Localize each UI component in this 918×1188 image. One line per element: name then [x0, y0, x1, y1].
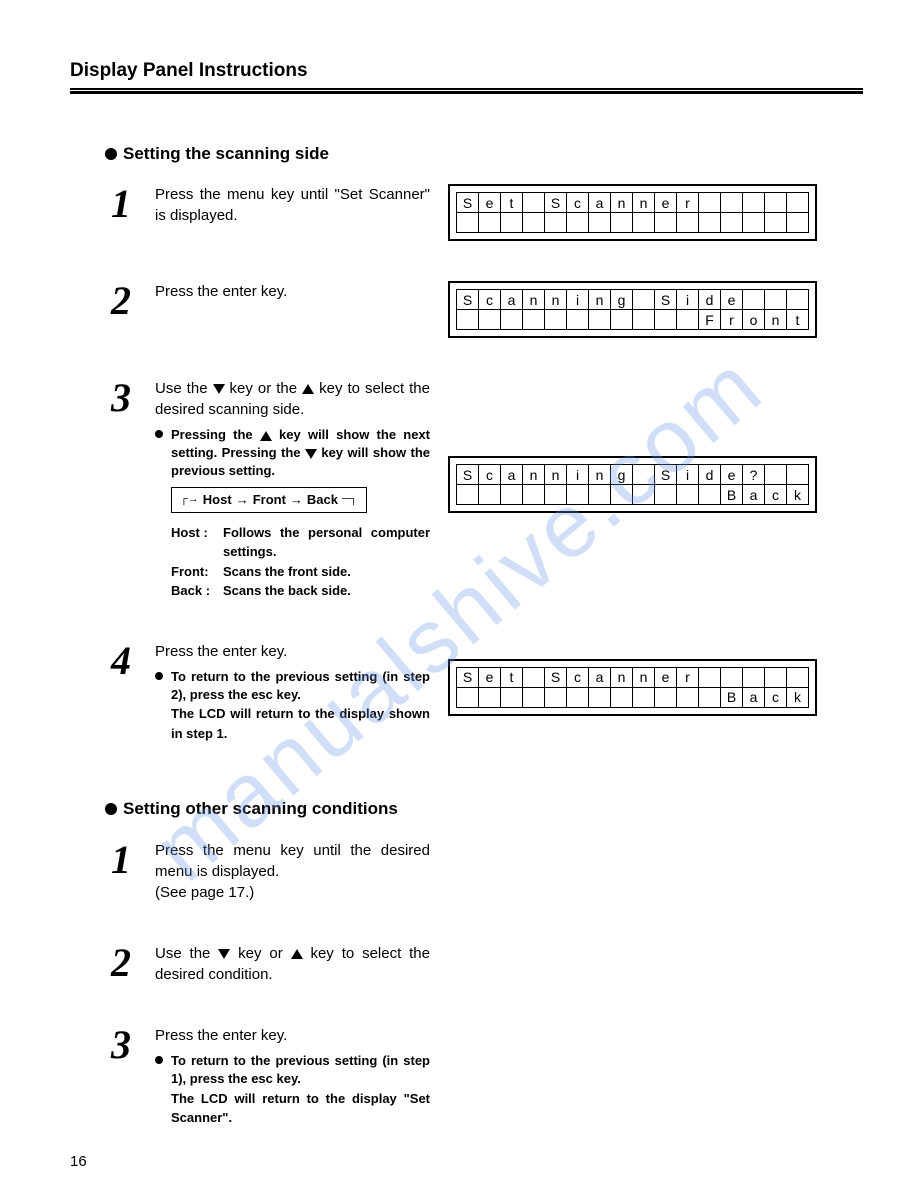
triangle-up-icon: [302, 384, 314, 394]
lcd-display: SetScannerBack: [448, 659, 817, 716]
def-term: Back :: [171, 581, 223, 601]
step-a4: 4 Press the enter key. To return to the …: [105, 641, 863, 743]
step-b3: 3 Press the enter key. To return to the …: [105, 1025, 863, 1127]
text-fragment: Use the: [155, 945, 218, 962]
text-fragment: Press the enter key.: [155, 643, 287, 660]
triangle-up-icon: [260, 431, 272, 441]
lcd-display: ScanningSideFront: [448, 281, 817, 338]
text-fragment: Press the menu key until the desired men…: [155, 842, 430, 880]
arrow-icon: ┌→: [180, 494, 199, 505]
lcd-display: SetScanner: [448, 184, 817, 241]
page-number: 16: [70, 1153, 87, 1170]
step-text: Press the enter key. To return to the pr…: [155, 1025, 430, 1127]
step-b2: 2 Use the key or key to select the desir…: [105, 943, 863, 985]
step-b1: 1 Press the menu key until the desired m…: [105, 840, 863, 903]
step-text: Use the key or the key to select the des…: [155, 378, 430, 601]
text-fragment: key or the: [225, 380, 303, 397]
cycle-item: Back: [307, 491, 338, 509]
cycle-item: Host: [203, 491, 232, 509]
step-text: Press the enter key. To return to the pr…: [155, 641, 430, 743]
page-header-title: Display Panel Instructions: [70, 60, 863, 88]
text-fragment: Use the: [155, 380, 213, 397]
bullet-icon: [155, 430, 163, 438]
step-a2: 2 Press the enter key. ScanningSideFront: [105, 281, 863, 338]
step-text: Press the menu key until the desired men…: [155, 840, 430, 903]
triangle-up-icon: [291, 949, 303, 959]
step-sub-bullet: To return to the previous setting (in st…: [155, 668, 430, 704]
text-fragment: (See page 17.): [155, 884, 254, 901]
triangle-down-icon: [218, 949, 230, 959]
bullet-text: To return to the previous setting (in st…: [171, 1052, 430, 1088]
section-b-heading: Setting other scanning conditions: [105, 798, 405, 820]
step-note: The LCD will return to the display shown…: [171, 704, 430, 743]
step-a3: 3 Use the key or the key to select the d…: [105, 378, 863, 601]
step-number: 1: [105, 184, 137, 224]
step-sub-bullet: Pressing the key will show the next sett…: [155, 426, 430, 481]
bullet-text: To return to the previous setting (in st…: [171, 668, 430, 704]
step-number: 4: [105, 641, 137, 681]
definitions: Host :Follows the personal computer sett…: [171, 523, 430, 601]
step-sub-bullet: To return to the previous setting (in st…: [155, 1052, 430, 1088]
bullet-icon: [105, 803, 117, 815]
step-a1: 1 Press the menu key until "Set Scanner"…: [105, 184, 863, 241]
def-term: Host :: [171, 523, 223, 562]
arrow-icon: ─┐: [342, 494, 358, 505]
step-number: 2: [105, 281, 137, 321]
triangle-down-icon: [305, 449, 317, 459]
bullet-icon: [155, 1056, 163, 1064]
def-desc: Follows the personal computer settings.: [223, 523, 430, 562]
def-term: Front:: [171, 562, 223, 582]
step-number: 3: [105, 378, 137, 418]
def-desc: Scans the front side.: [223, 562, 351, 582]
step-number: 1: [105, 840, 137, 880]
bullet-icon: [155, 672, 163, 680]
step-text: Use the key or key to select the desired…: [155, 943, 430, 985]
step-number: 3: [105, 1025, 137, 1065]
step-text: Press the enter key.: [155, 281, 430, 302]
section-a-heading: Setting the scanning side: [105, 144, 863, 164]
def-desc: Scans the back side.: [223, 581, 351, 601]
bullet-icon: [105, 148, 117, 160]
header-rule: [70, 88, 863, 94]
text-fragment: Press the enter key.: [155, 1027, 287, 1044]
step-number: 2: [105, 943, 137, 983]
step-note: The LCD will return to the display "Set …: [171, 1089, 430, 1128]
cycle-box: ┌→ Host → Front → Back ─┐: [171, 487, 367, 513]
section-b-heading-text: Setting other scanning conditions: [123, 799, 398, 818]
text-fragment: Pressing the: [171, 427, 260, 442]
cycle-item: Front: [253, 491, 286, 509]
triangle-down-icon: [213, 384, 225, 394]
section-a-heading-text: Setting the scanning side: [123, 144, 329, 163]
text-fragment: key or: [230, 945, 290, 962]
step-text: Press the menu key until "Set Scanner" i…: [155, 184, 430, 226]
lcd-display: ScanningSide?Back: [448, 456, 817, 513]
